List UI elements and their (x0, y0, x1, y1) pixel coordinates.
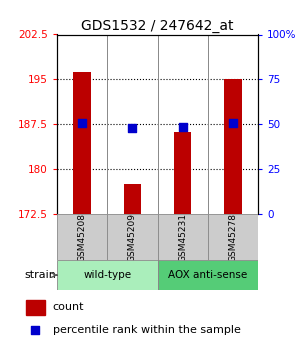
Bar (158, 214, 208, 260)
Point (80, 120, 85, 126)
Title: GDS1532 / 247642_at: GDS1532 / 247642_at (81, 19, 234, 33)
Text: count: count (53, 303, 84, 313)
Point (230, 120, 235, 126)
Bar (124, 184, 141, 214)
Point (180, 124, 185, 130)
Text: GSM45278: GSM45278 (228, 213, 237, 262)
Text: GSM45231: GSM45231 (178, 213, 187, 262)
Text: percentile rank within the sample: percentile rank within the sample (53, 325, 241, 335)
Text: wild-type: wild-type (83, 270, 131, 280)
Bar (57, 260, 158, 290)
Bar (57, 214, 107, 260)
Bar (107, 214, 158, 260)
Text: AOX anti-sense: AOX anti-sense (168, 270, 248, 280)
Bar (224, 79, 242, 214)
Point (130, 125, 135, 130)
Bar (174, 132, 191, 214)
Bar (26, 300, 45, 315)
Bar (158, 260, 258, 290)
Text: strain: strain (24, 270, 56, 280)
Text: GSM45209: GSM45209 (128, 213, 137, 262)
Point (33, 328, 38, 333)
Bar (73, 72, 91, 214)
Bar (208, 214, 258, 260)
Text: GSM45208: GSM45208 (78, 213, 87, 262)
